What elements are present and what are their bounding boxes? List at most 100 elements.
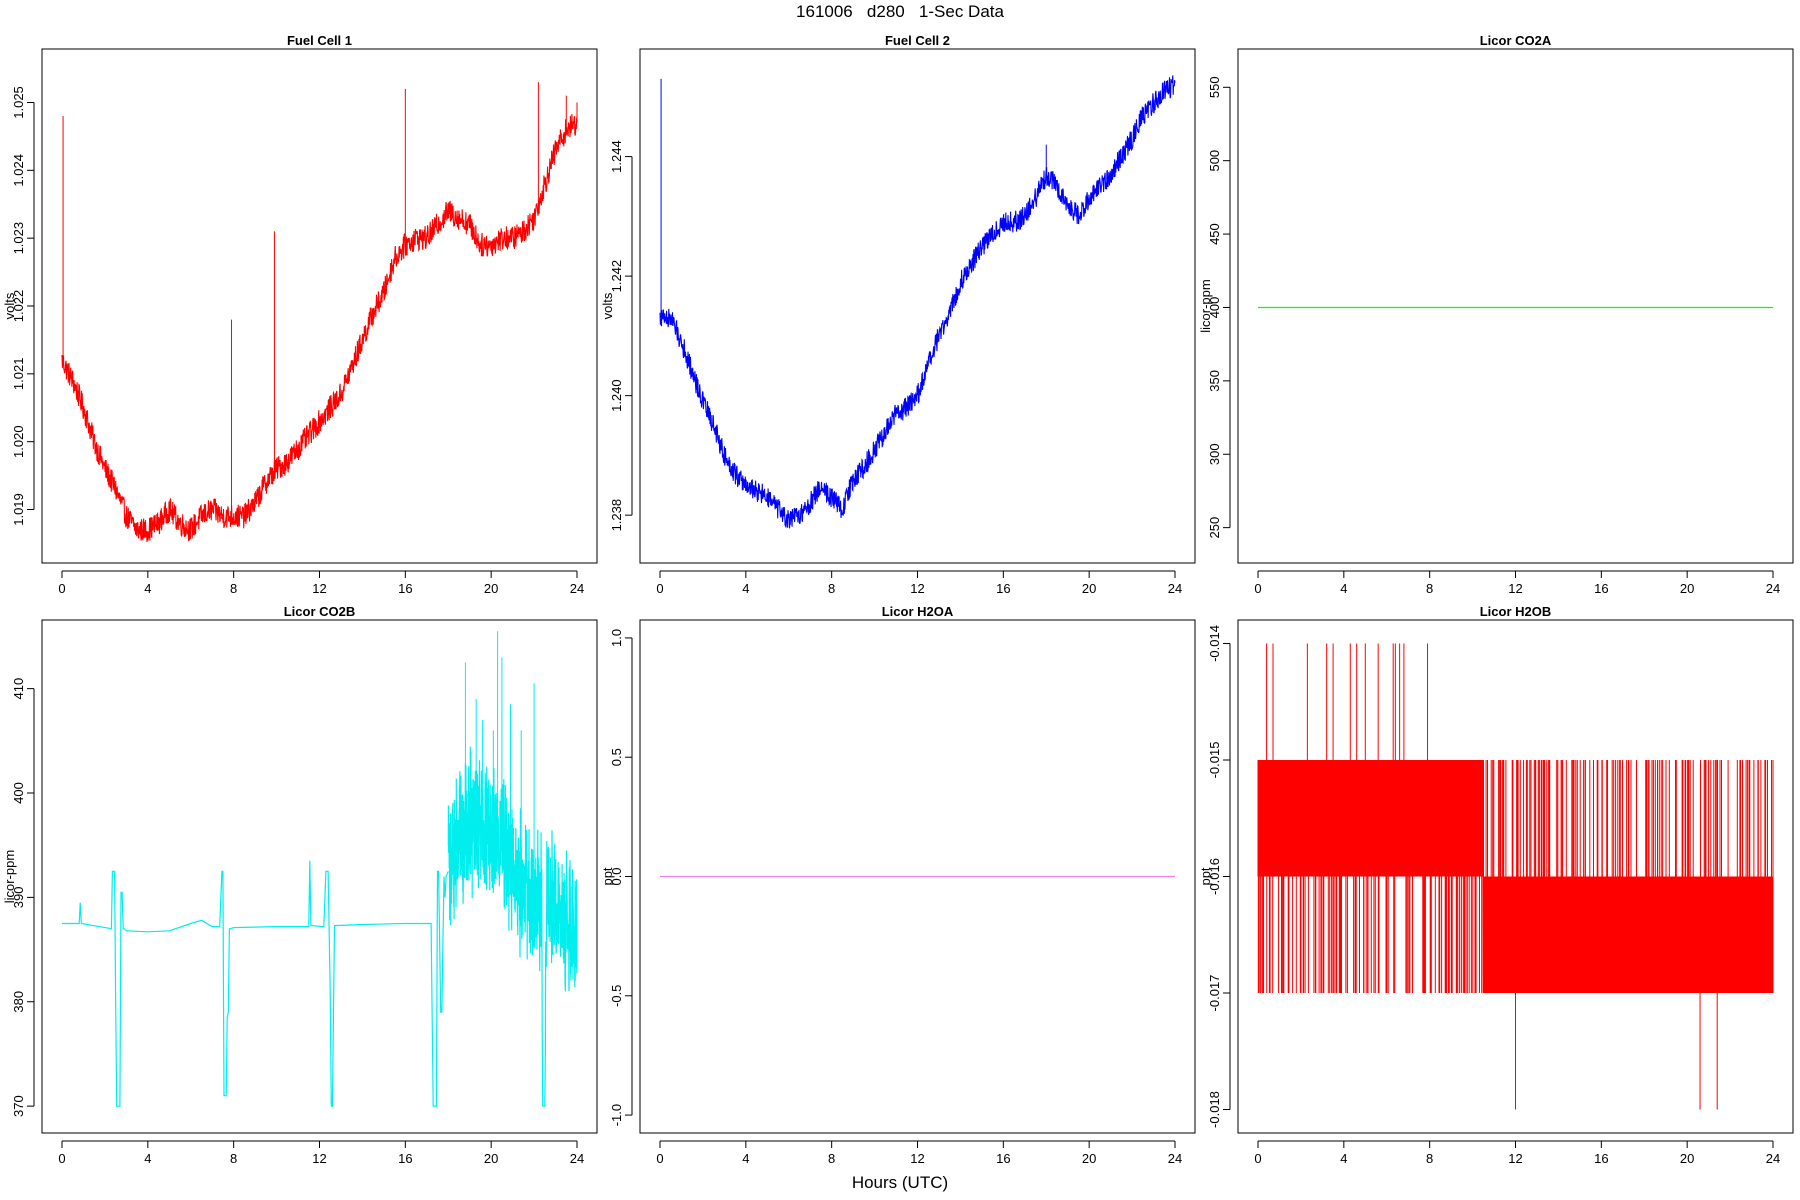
x-tick-label: 0 xyxy=(58,581,65,596)
y-tick-label: -0.014 xyxy=(1207,625,1222,662)
x-tick-label: 24 xyxy=(1168,581,1182,596)
panel-title: Licor CO2A xyxy=(1480,33,1552,48)
y-axis-label: ppt xyxy=(600,867,615,885)
x-tick-label: 12 xyxy=(312,1151,326,1166)
plot-frame xyxy=(639,48,1196,564)
x-tick-label: 8 xyxy=(828,1151,835,1166)
y-tick-label: 450 xyxy=(1207,223,1222,245)
panel-title: Fuel Cell 2 xyxy=(885,33,950,48)
y-axis-label: volts xyxy=(2,292,17,319)
x-tick-label: 24 xyxy=(1766,1151,1780,1166)
y-axis-label: volts xyxy=(600,292,615,319)
y-tick-label: 1.019 xyxy=(11,493,26,526)
y-axis-label: licor-ppm xyxy=(2,850,17,903)
y-tick-label: 1.022 xyxy=(11,290,26,323)
panel-title: Licor H2OB xyxy=(1480,604,1552,619)
series-group xyxy=(659,75,1176,529)
y-tick-label: 1.238 xyxy=(609,499,624,532)
plot-frame xyxy=(1237,48,1794,564)
series-group xyxy=(62,631,578,1107)
x-tick-label: 4 xyxy=(1340,581,1347,596)
y-tick-label: -0.5 xyxy=(609,985,624,1007)
y-tick-label: 0.0 xyxy=(609,867,624,885)
x-axis-common-label: Hours (UTC) xyxy=(851,1173,949,1192)
panel-title: Fuel Cell 1 xyxy=(287,33,352,48)
y-tick-label: 390 xyxy=(11,887,26,909)
panel-licor-co2a: Licor CO2A licor-ppm 0 4 8 12 16 20 24 250 300 350 4… xyxy=(1198,33,1794,596)
x-tick-label: 16 xyxy=(996,581,1010,596)
figure-title: 161006 d280 1-Sec Data xyxy=(796,2,1004,21)
x-tick-label: 16 xyxy=(398,581,412,596)
x-tick-label: 20 xyxy=(1082,1151,1096,1166)
x-tick-label: 24 xyxy=(1168,1151,1182,1166)
y-tick-label: -1.0 xyxy=(609,1104,624,1126)
y-tick-label: 500 xyxy=(1207,150,1222,172)
y-tick-label: 250 xyxy=(1207,517,1222,539)
x-tick-label: 16 xyxy=(996,1151,1010,1166)
y-tick-label: -0.015 xyxy=(1207,742,1222,779)
plot-frame xyxy=(639,619,1196,1134)
panel-title: Licor CO2B xyxy=(284,604,356,619)
y-tick-label: 1.240 xyxy=(609,379,624,412)
x-tick-label: 12 xyxy=(1508,1151,1522,1166)
x-tick-label: 0 xyxy=(656,581,663,596)
y-axis-label: ppt xyxy=(1198,867,1213,885)
x-tick-label: 16 xyxy=(398,1151,412,1166)
x-tick-label: 24 xyxy=(570,581,584,596)
plot-frame xyxy=(1237,619,1794,1134)
y-tick-label: 1.242 xyxy=(609,260,624,293)
x-tick-label: 12 xyxy=(312,581,326,596)
y-tick-label: 1.024 xyxy=(11,154,26,187)
y-tick-label: -0.017 xyxy=(1207,975,1222,1012)
plot-frame xyxy=(41,48,598,564)
x-tick-label: 12 xyxy=(1508,581,1522,596)
x-tick-label: 12 xyxy=(910,581,924,596)
series-group xyxy=(1257,643,1774,1110)
series-line xyxy=(1257,759,1774,994)
x-tick-label: 4 xyxy=(144,581,151,596)
plot-frame xyxy=(41,619,598,1134)
panel-licor-h2oa: Licor H2OA ppt 0 4 8 12 16 20 24 -1.0 -0.5 0.0 0.5 1.… xyxy=(600,604,1196,1166)
y-tick-label: 1.021 xyxy=(11,358,26,391)
series-group xyxy=(61,82,578,543)
y-tick-label: 300 xyxy=(1207,443,1222,465)
y-tick-label: 0.5 xyxy=(609,748,624,766)
x-tick-label: 4 xyxy=(1340,1151,1347,1166)
x-tick-label: 0 xyxy=(1254,581,1261,596)
x-tick-label: 0 xyxy=(58,1151,65,1166)
x-tick-label: 20 xyxy=(484,581,498,596)
y-tick-label: 550 xyxy=(1207,76,1222,98)
x-tick-label: 0 xyxy=(656,1151,663,1166)
y-tick-label: -0.016 xyxy=(1207,858,1222,895)
panel-licor-h2ob: Licor H2OB ppt 0 4 8 12 16 20 24 -0.018 -0.017 -0.0… xyxy=(1198,604,1794,1166)
x-tick-label: 8 xyxy=(230,581,237,596)
y-tick-label: 400 xyxy=(11,782,26,804)
panel-title: Licor H2OA xyxy=(882,604,954,619)
panel-fuel-cell-1: Fuel Cell 1 volts 0 4 8 12 16 20 24 1.019 1.020 1.0… xyxy=(2,33,598,596)
series-line xyxy=(62,860,449,1107)
y-tick-label: 350 xyxy=(1207,370,1222,392)
x-tick-label: 8 xyxy=(828,581,835,596)
x-tick-label: 16 xyxy=(1594,581,1608,596)
x-tick-label: 12 xyxy=(910,1151,924,1166)
x-tick-label: 8 xyxy=(1426,581,1433,596)
x-tick-label: 4 xyxy=(742,1151,749,1166)
y-tick-label: 400 xyxy=(1207,297,1222,319)
y-tick-label: 380 xyxy=(11,991,26,1013)
x-tick-label: 4 xyxy=(742,581,749,596)
x-tick-label: 24 xyxy=(1766,581,1780,596)
panel-fuel-cell-2: Fuel Cell 2 volts 0 4 8 12 16 20 24 1.238 1.240 1.2… xyxy=(600,33,1196,596)
x-tick-label: 8 xyxy=(1426,1151,1433,1166)
x-tick-label: 20 xyxy=(1680,1151,1694,1166)
x-tick-label: 16 xyxy=(1594,1151,1608,1166)
x-tick-label: 20 xyxy=(1082,581,1096,596)
y-axis-label: licor-ppm xyxy=(1198,279,1213,332)
x-tick-label: 20 xyxy=(1680,581,1694,596)
series-line xyxy=(61,114,578,543)
y-tick-label: 1.020 xyxy=(11,425,26,458)
y-tick-label: 410 xyxy=(11,678,26,700)
x-tick-label: 8 xyxy=(230,1151,237,1166)
y-tick-label: 1.025 xyxy=(11,86,26,119)
x-tick-label: 0 xyxy=(1254,1151,1261,1166)
